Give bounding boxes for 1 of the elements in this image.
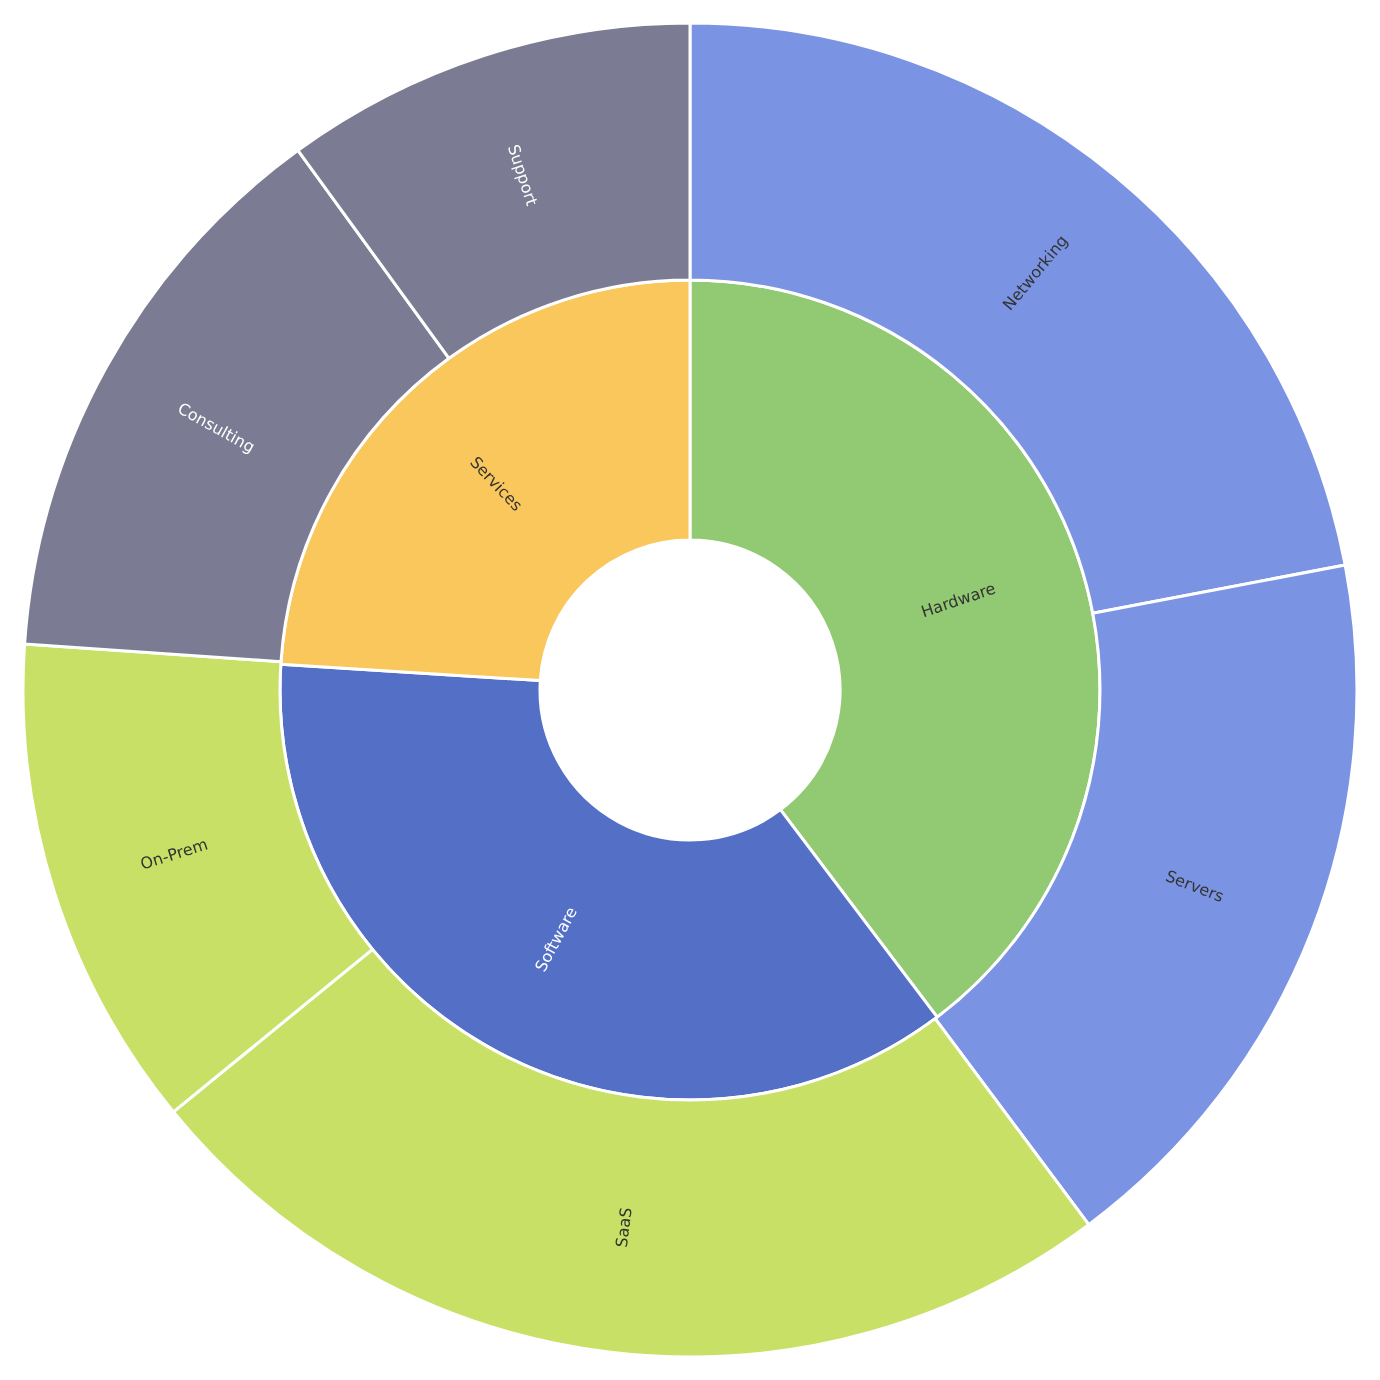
- slice-label: SaaS: [611, 1206, 636, 1249]
